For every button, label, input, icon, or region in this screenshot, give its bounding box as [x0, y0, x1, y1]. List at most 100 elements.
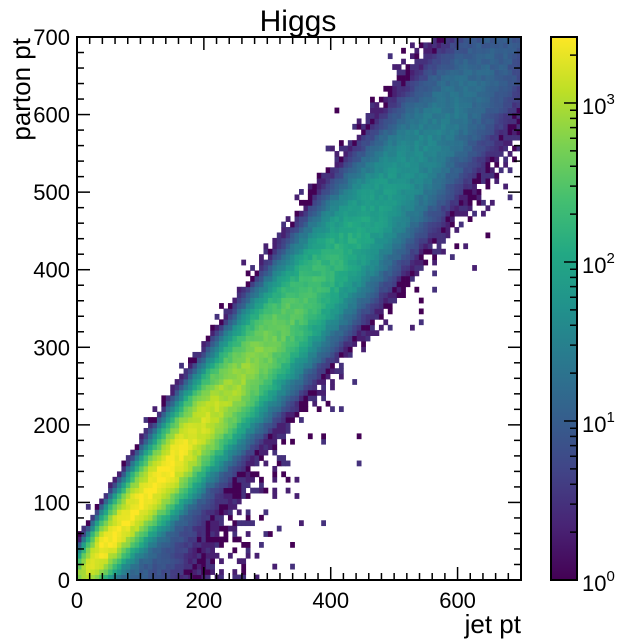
histogram-cell — [205, 563, 211, 570]
histogram-cell — [423, 172, 429, 179]
histogram-cell — [130, 574, 136, 581]
histogram-cell — [250, 520, 255, 527]
histogram-cell — [410, 134, 415, 141]
histogram-cell — [276, 254, 282, 260]
histogram-cell — [303, 330, 309, 336]
histogram-cell — [183, 465, 189, 472]
histogram-cell — [254, 292, 260, 298]
histogram-cell — [241, 400, 247, 407]
histogram-cell — [378, 161, 384, 168]
histogram-cell — [352, 297, 358, 304]
histogram-cell — [267, 275, 273, 282]
histogram-cell — [299, 389, 304, 396]
histogram-cell — [148, 465, 153, 472]
histogram-cell — [170, 465, 176, 472]
histogram-cell — [223, 341, 229, 347]
histogram-cell — [148, 509, 153, 516]
histogram-cell — [507, 91, 513, 98]
histogram-cell — [170, 427, 176, 434]
histogram-cell — [214, 514, 220, 521]
histogram-cell — [383, 319, 389, 326]
histogram-cell — [392, 123, 398, 130]
histogram-cell — [347, 292, 353, 298]
histogram-cell — [241, 351, 247, 358]
histogram-cell — [503, 96, 509, 103]
histogram-cell — [201, 395, 207, 402]
histogram-cell — [449, 134, 455, 141]
histogram-cell — [512, 145, 517, 152]
histogram-cell — [325, 341, 331, 347]
histogram-cell — [423, 210, 429, 217]
histogram-cell — [449, 194, 455, 201]
colorbar-tick-label: 101 — [582, 409, 615, 437]
histogram-cell — [467, 96, 473, 103]
histogram-cell — [205, 493, 211, 499]
histogram-cell — [449, 85, 455, 92]
histogram-cell — [396, 216, 402, 222]
histogram-cell — [512, 134, 517, 141]
histogram-cell — [227, 308, 233, 315]
histogram-cell — [334, 178, 340, 184]
histogram-cell — [423, 161, 429, 168]
histogram-cell — [99, 547, 104, 554]
histogram-cell — [418, 91, 424, 98]
histogram-cell — [356, 151, 362, 157]
histogram-cell — [116, 563, 122, 570]
histogram-cell — [396, 80, 402, 87]
histogram-cell — [210, 406, 215, 413]
histogram-cell — [410, 156, 415, 163]
histogram-cell — [454, 85, 460, 92]
histogram-cell — [130, 460, 136, 467]
histogram-cell — [232, 487, 238, 494]
histogram-cell — [152, 465, 158, 472]
histogram-cell — [307, 221, 313, 228]
histogram-cell — [241, 324, 247, 331]
histogram-cell — [423, 259, 429, 266]
histogram-cell — [325, 335, 331, 342]
histogram-cell — [192, 427, 198, 434]
histogram-cell — [485, 232, 491, 239]
histogram-cell — [347, 172, 353, 179]
histogram-cell — [299, 270, 304, 277]
histogram-cell — [108, 482, 113, 489]
histogram-cell — [125, 525, 131, 532]
histogram-cell — [267, 319, 273, 326]
histogram-cell — [294, 411, 300, 418]
histogram-cell — [188, 503, 193, 510]
histogram-cell — [299, 259, 304, 266]
histogram-cell — [476, 75, 482, 81]
histogram-cell — [201, 411, 207, 418]
histogram-cell — [503, 183, 509, 190]
histogram-cell — [245, 471, 251, 478]
histogram-cell — [494, 178, 500, 184]
histogram-cell — [281, 379, 287, 385]
histogram-cell — [152, 427, 158, 434]
histogram-cell — [267, 346, 273, 353]
histogram-cell — [179, 514, 184, 521]
histogram-cell — [214, 422, 220, 429]
histogram-cell — [370, 96, 375, 103]
histogram-cell — [503, 107, 509, 114]
histogram-cell — [445, 221, 451, 228]
histogram-cell — [103, 574, 109, 581]
histogram-cell — [214, 482, 220, 489]
histogram-cell — [494, 129, 500, 136]
histogram-cell — [232, 319, 238, 326]
histogram-cell — [161, 406, 167, 413]
histogram-cell — [321, 189, 326, 195]
histogram-cell — [427, 183, 433, 190]
histogram-cell — [472, 129, 477, 136]
histogram-cell — [405, 129, 411, 136]
histogram-cell — [370, 237, 375, 244]
histogram-cell — [196, 438, 202, 445]
histogram-cell — [267, 531, 273, 537]
histogram-cell — [427, 161, 433, 168]
histogram-cell — [250, 373, 255, 380]
histogram-cell — [321, 433, 326, 440]
histogram-cell — [214, 509, 220, 516]
histogram-cell — [285, 384, 291, 391]
histogram-cell — [236, 433, 242, 440]
histogram-cell — [472, 145, 477, 152]
histogram-cell — [476, 178, 482, 184]
histogram-cell — [303, 259, 309, 266]
